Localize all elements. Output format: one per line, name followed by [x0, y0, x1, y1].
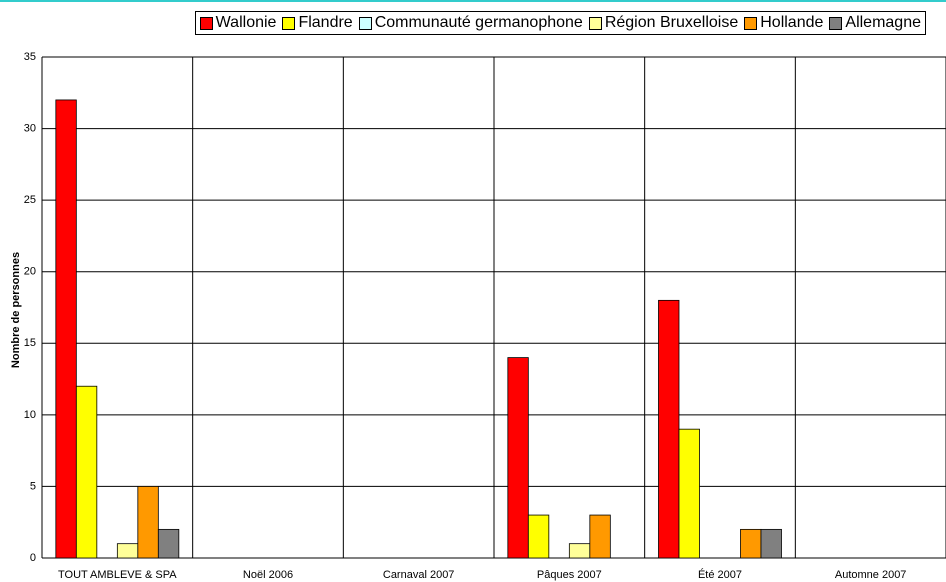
legend: Wallonie Flandre Communauté germanophone Ré…: [194, 11, 926, 35]
legend-swatch: [744, 16, 758, 30]
y-tick-label: 5: [30, 480, 36, 492]
y-tick-label: 15: [24, 337, 36, 349]
legend-label: Allemagne: [845, 14, 921, 31]
y-tick-label: 35: [24, 51, 36, 63]
legend-item: Région Bruxelloise: [588, 14, 739, 32]
legend-item: Communauté germanophone: [358, 14, 583, 32]
bar: [527, 514, 550, 559]
x-tick-label: Noël 2006: [243, 569, 293, 581]
x-tick-label: Pâques 2007: [537, 569, 602, 581]
bar: [658, 299, 680, 559]
legend-label: Hollande: [760, 14, 824, 31]
x-tick-label: Été 2007: [698, 568, 742, 581]
legend-label: Wallonie: [215, 14, 277, 31]
legend-swatch: [282, 16, 296, 30]
y-tick-label: 25: [24, 194, 36, 206]
legend-item: Hollande: [744, 14, 823, 32]
legend-swatch: [199, 16, 213, 30]
bar: [137, 486, 159, 559]
y-tick-label: 30: [24, 122, 36, 134]
legend-item: Allemagne: [829, 14, 921, 32]
legend-label: Région Bruxelloise: [604, 14, 739, 31]
bar: [678, 428, 700, 559]
x-tick-label: Automne 2007: [835, 569, 907, 581]
bar: [55, 99, 77, 559]
legend-swatch: [588, 16, 602, 30]
legend-swatch: [358, 16, 372, 30]
y-tick-label: 10: [24, 409, 36, 421]
legend-item: Flandre: [282, 14, 353, 32]
bar: [116, 543, 139, 559]
x-tick-label: TOUT AMBLEVE & SPA: [58, 569, 177, 581]
y-axis-label: Nombre de personnes: [10, 252, 22, 368]
bar: [157, 528, 180, 559]
x-tick-label: Carnaval 2007: [383, 569, 455, 581]
legend-label: Communauté germanophone: [374, 14, 583, 31]
bar: [568, 543, 591, 559]
legend-swatch: [829, 16, 843, 30]
bar: [75, 385, 98, 559]
bar: [740, 528, 762, 559]
y-tick-label: 0: [30, 552, 36, 564]
legend-item: Wallonie: [199, 14, 277, 32]
y-tick-label: 20: [24, 266, 36, 278]
legend-label: Flandre: [298, 14, 353, 31]
bar: [507, 357, 529, 559]
bar: [589, 514, 611, 559]
bar: [760, 528, 782, 559]
